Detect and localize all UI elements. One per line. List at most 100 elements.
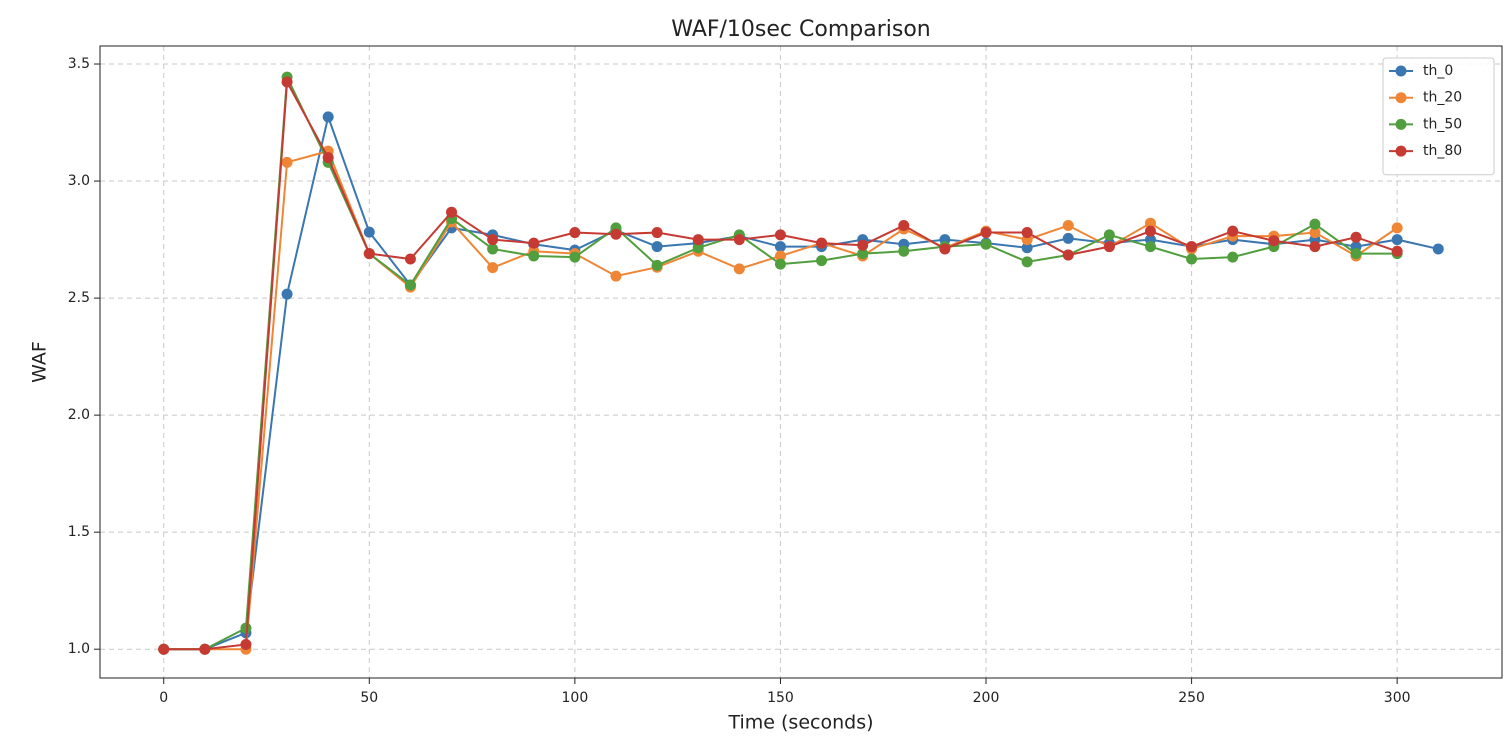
grid bbox=[100, 46, 1502, 678]
x-tick-label: 100 bbox=[562, 690, 589, 706]
data-point bbox=[1103, 241, 1115, 253]
chart-title: WAF/10sec Comparison bbox=[671, 17, 930, 42]
data-point bbox=[774, 229, 786, 241]
legend-label: th_0 bbox=[1423, 63, 1453, 79]
data-point bbox=[1309, 218, 1321, 230]
data-point bbox=[898, 245, 910, 257]
legend-label: th_20 bbox=[1423, 90, 1462, 106]
y-tick-label: 1.0 bbox=[68, 641, 90, 657]
x-tick-label: 50 bbox=[360, 690, 378, 706]
legend: th_0 th_20 th_50 th_80 bbox=[1382, 57, 1495, 176]
data-point bbox=[1227, 251, 1239, 263]
y-tick-label: 3.5 bbox=[68, 56, 90, 72]
data-point bbox=[1021, 242, 1033, 254]
data-point bbox=[1186, 241, 1198, 253]
legend-box bbox=[1382, 57, 1495, 176]
x-tick-label: 0 bbox=[159, 690, 168, 706]
data-point bbox=[1309, 241, 1321, 253]
data-point bbox=[1350, 248, 1362, 260]
data-point bbox=[1103, 229, 1115, 241]
series-line bbox=[163, 113, 1439, 651]
data-point bbox=[281, 288, 293, 300]
data-point bbox=[569, 251, 581, 263]
data-point bbox=[1309, 227, 1321, 239]
data-point bbox=[774, 241, 786, 253]
data-point bbox=[1268, 235, 1280, 247]
data-point bbox=[404, 253, 416, 265]
data-point bbox=[281, 156, 293, 168]
data-point bbox=[1391, 245, 1403, 257]
x-tick-label: 150 bbox=[767, 690, 794, 706]
data-point bbox=[1062, 220, 1074, 232]
data-point bbox=[240, 622, 252, 634]
data-point bbox=[733, 263, 745, 275]
x-tick-label: 250 bbox=[1178, 690, 1205, 706]
data-point bbox=[651, 259, 663, 271]
x-tick-label: 200 bbox=[973, 690, 1000, 706]
data-point bbox=[1144, 225, 1156, 237]
y-tick-label: 2.0 bbox=[68, 407, 90, 423]
data-point bbox=[487, 243, 499, 255]
data-point bbox=[651, 227, 663, 239]
y-tick-label: 1.5 bbox=[68, 524, 90, 540]
legend-label: th_80 bbox=[1423, 143, 1462, 159]
y-tick-label: 3.0 bbox=[68, 173, 90, 189]
legend-label: th_50 bbox=[1423, 116, 1462, 132]
data-point bbox=[363, 248, 375, 260]
data-point bbox=[1021, 256, 1033, 268]
data-point bbox=[528, 237, 540, 249]
data-point bbox=[857, 248, 869, 260]
data-point bbox=[240, 639, 252, 651]
data-point bbox=[404, 279, 416, 291]
x-axis-label: Time (seconds) bbox=[727, 712, 873, 734]
data-point bbox=[692, 234, 704, 246]
data-point bbox=[1062, 249, 1074, 261]
data-point bbox=[528, 250, 540, 262]
data-point bbox=[733, 234, 745, 246]
data-point bbox=[774, 258, 786, 270]
data-point bbox=[939, 243, 951, 255]
data-point bbox=[1186, 253, 1198, 265]
data-point bbox=[816, 255, 828, 267]
data-point bbox=[857, 239, 869, 251]
y-axis-label: WAF bbox=[29, 341, 51, 383]
y-tick-label: 2.5 bbox=[68, 290, 90, 306]
data-point bbox=[651, 241, 663, 253]
data-point bbox=[363, 226, 375, 238]
data-point bbox=[774, 250, 786, 262]
data-point bbox=[1391, 234, 1403, 246]
data-point bbox=[446, 206, 458, 218]
data-point bbox=[1021, 227, 1033, 239]
data-point bbox=[1062, 232, 1074, 244]
data-point bbox=[980, 227, 992, 239]
data-point bbox=[1391, 222, 1403, 234]
data-point bbox=[158, 643, 170, 655]
plot bbox=[158, 71, 1444, 655]
data-point bbox=[980, 238, 992, 250]
data-point bbox=[322, 111, 334, 123]
data-point bbox=[1144, 217, 1156, 229]
legend-marker bbox=[1395, 118, 1407, 130]
data-point bbox=[1350, 231, 1362, 243]
legend-marker bbox=[1395, 145, 1407, 157]
x-tick-label: 300 bbox=[1384, 690, 1411, 706]
data-point bbox=[487, 262, 499, 274]
legend-marker bbox=[1395, 65, 1407, 77]
data-point bbox=[610, 270, 622, 282]
data-point bbox=[281, 76, 293, 88]
data-point bbox=[1227, 225, 1239, 237]
data-point bbox=[322, 152, 334, 164]
data-point bbox=[692, 242, 704, 254]
plot-frame bbox=[99, 45, 1503, 679]
data-point bbox=[1144, 241, 1156, 253]
legend-marker bbox=[1395, 92, 1407, 104]
data-point bbox=[487, 234, 499, 246]
data-point bbox=[610, 228, 622, 240]
data-point bbox=[898, 220, 910, 232]
data-point bbox=[816, 237, 828, 249]
data-point bbox=[1432, 243, 1444, 255]
data-point bbox=[569, 227, 581, 239]
